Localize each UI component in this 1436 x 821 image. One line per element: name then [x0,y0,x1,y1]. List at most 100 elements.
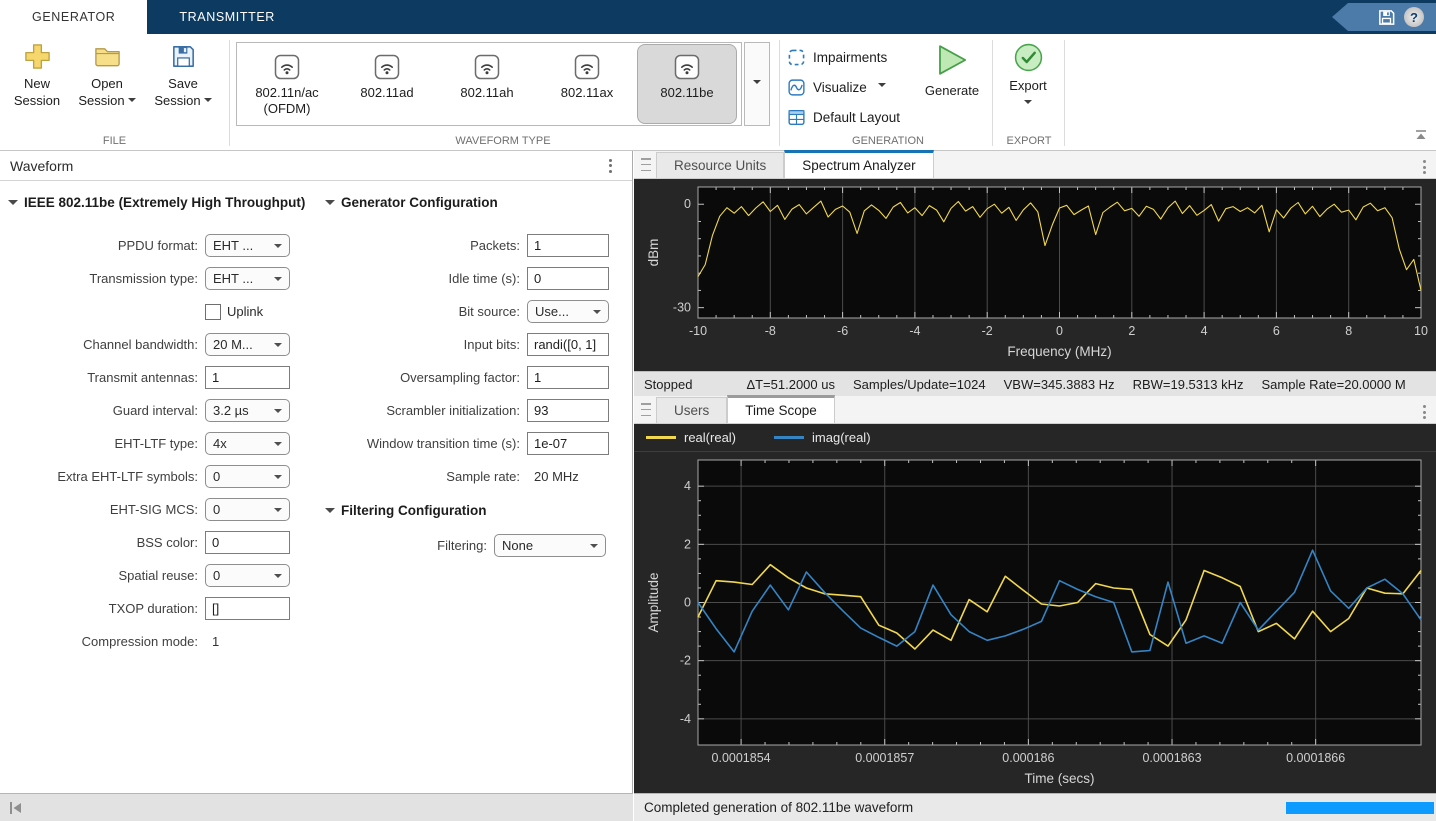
quick-save-icon[interactable] [1377,8,1396,27]
svg-text:-8: -8 [765,324,776,338]
tab-generator[interactable]: GENERATOR [0,0,147,34]
section-title: Generator Configuration [341,195,498,210]
save-session-label: Save Session [148,76,218,110]
field-row: Spatial reuse:0 [0,559,302,592]
file-section-label: FILE [0,135,229,147]
collapse-panel-icon[interactable] [8,799,24,817]
new-session-label: New Session [6,76,68,110]
waveform-type-802-11ah[interactable]: 802.11ah [437,44,537,124]
waveform-type-802-11ax[interactable]: 802.11ax [537,44,637,124]
window-transition-time-s-input[interactable]: 1e-07 [527,432,609,455]
guard-interval-dropdown[interactable]: 3.2 µs [205,399,290,422]
waveform-panel-header: Waveform [0,151,632,181]
help-icon[interactable]: ? [1404,7,1424,27]
ppdu-format-label: PPDU format: [0,238,205,253]
impairments-button[interactable]: Impairments [788,46,887,68]
field-row: Transmission type:EHT ... [0,262,302,295]
generate-button[interactable]: Generate [918,42,986,100]
open-session-button[interactable]: Open Session [72,42,142,110]
idle-time-s-input[interactable]: 0 [527,267,609,290]
tab-time-scope[interactable]: Time Scope [727,395,835,423]
legend-line-swatch [646,436,676,439]
svg-text:-30: -30 [673,301,691,315]
wifi-icon [674,54,700,80]
section-header-filtering-configuration[interactable]: Filtering Configuration [325,503,486,518]
collapse-triangle-icon [325,508,335,518]
section-header-ieee-80211be[interactable]: IEEE 802.11be (Extremely High Throughput… [8,195,308,210]
tab-transmitter[interactable]: TRANSMITTER [147,0,307,34]
waveform-type-label: 802.11ax [539,85,635,101]
section-title: Filtering Configuration [341,503,486,518]
bss-color-input[interactable]: 0 [205,531,290,554]
dropdown-caret-icon [274,475,282,483]
time-scope-tab-bar: Users Time Scope [634,396,1436,424]
waveform-panel-menu-icon[interactable] [599,155,622,177]
spectrum-plot: -10-8-6-4-202468100-30Frequency (MHz)dBm [634,179,1436,371]
extra-eht-ltf-symbols-dropdown[interactable]: 0 [205,465,290,488]
time-scope-plot: 0.00018540.00018570.0001860.00018630.000… [634,452,1436,793]
field-row: Filtering:None [322,529,622,562]
svg-text:0.0001863: 0.0001863 [1142,751,1201,765]
spatial-reuse-dropdown[interactable]: 0 [205,564,290,587]
gallery-dropdown-button[interactable] [744,42,770,126]
panel-drag-handle-icon[interactable] [641,158,651,171]
scrambler-initialization-label: Scrambler initialization: [322,403,527,418]
svg-text:Frequency (MHz): Frequency (MHz) [1007,344,1111,359]
left-status-bar [0,793,633,821]
eht-sig-mcs-dropdown[interactable]: 0 [205,498,290,521]
field-row: PPDU format:EHT ... [0,229,302,262]
txop-duration-input[interactable]: [] [205,597,290,620]
dropdown-caret-icon [274,574,282,582]
spectrum-status-bar: StoppedΔT=51.2000 usSamples/Update=1024V… [634,371,1436,396]
packets-input[interactable]: 1 [527,234,609,257]
waveform-form-area: IEEE 802.11be (Extremely High Throughput… [0,181,632,793]
spectrum-panel-menu-icon[interactable] [1413,156,1436,178]
tab-spectrum-analyzer[interactable]: Spectrum Analyzer [784,150,933,178]
new-session-button[interactable]: New Session [6,42,68,110]
input-bits-input[interactable]: randi([0, 1] [527,333,609,356]
transmit-antennas-input[interactable]: 1 [205,366,290,389]
compression-mode-label: Compression mode: [0,634,205,649]
legend-item-real-real[interactable]: real(real) [646,430,736,445]
collapse-ribbon-button[interactable] [1414,129,1428,144]
section-header-generator-configuration[interactable]: Generator Configuration [325,195,498,210]
generate-play-icon [934,42,970,78]
svg-text:0: 0 [1056,324,1063,338]
progress-bar [1286,802,1434,814]
uplink-checkbox[interactable]: Uplink [205,304,263,320]
channel-bandwidth-dropdown[interactable]: 20 M... [205,333,290,356]
tab-users[interactable]: Users [656,397,727,423]
eht-ltf-type-dropdown[interactable]: 4x [205,432,290,455]
svg-text:8: 8 [1345,324,1352,338]
svg-text:-10: -10 [689,324,707,338]
time-scope-panel: Users Time Scope real(real) imag(real) 0.… [634,396,1436,793]
eht-ltf-type-label: EHT-LTF type: [0,436,205,451]
save-session-button[interactable]: Save Session [148,42,218,110]
filtering-fields: Filtering:None [322,529,622,562]
section-divider [1064,40,1065,146]
transmission-type-dropdown[interactable]: EHT ... [205,267,290,290]
ppdu-format-dropdown[interactable]: EHT ... [205,234,290,257]
waveform-type-802-11be[interactable]: 802.11be [637,44,737,124]
default-layout-button[interactable]: Default Layout [788,106,900,128]
bit-source-dropdown[interactable]: Use... [527,300,609,323]
ribbon-tab-bar: GENERATOR TRANSMITTER ? [0,0,1436,34]
compression-mode-value: 1 [205,634,219,649]
scrambler-initialization-input[interactable]: 93 [527,399,609,422]
time-scope-panel-menu-icon[interactable] [1413,401,1436,423]
waveform-type-802-11n-ac-ofdm[interactable]: 802.11n/ac (OFDM) [237,44,337,124]
visualize-button[interactable]: Visualize [788,76,886,98]
export-button[interactable]: Export [1000,42,1056,108]
svg-text:2: 2 [1128,324,1135,338]
filtering-dropdown[interactable]: None [494,534,606,557]
spectrum-status-item: VBW=345.3883 Hz [1004,377,1115,392]
oversampling-factor-input[interactable]: 1 [527,366,609,389]
field-row: Packets:1 [322,229,622,262]
bss-color-label: BSS color: [0,535,205,550]
legend-item-imag-real[interactable]: imag(real) [774,430,871,445]
panel-drag-handle-icon[interactable] [641,403,651,416]
waveform-type-802-11ad[interactable]: 802.11ad [337,44,437,124]
spectrum-analyzer-panel: Resource Units Spectrum Analyzer -10-8-6… [634,151,1436,396]
tab-resource-units[interactable]: Resource Units [656,152,784,178]
dropdown-value: 0 [213,469,220,484]
